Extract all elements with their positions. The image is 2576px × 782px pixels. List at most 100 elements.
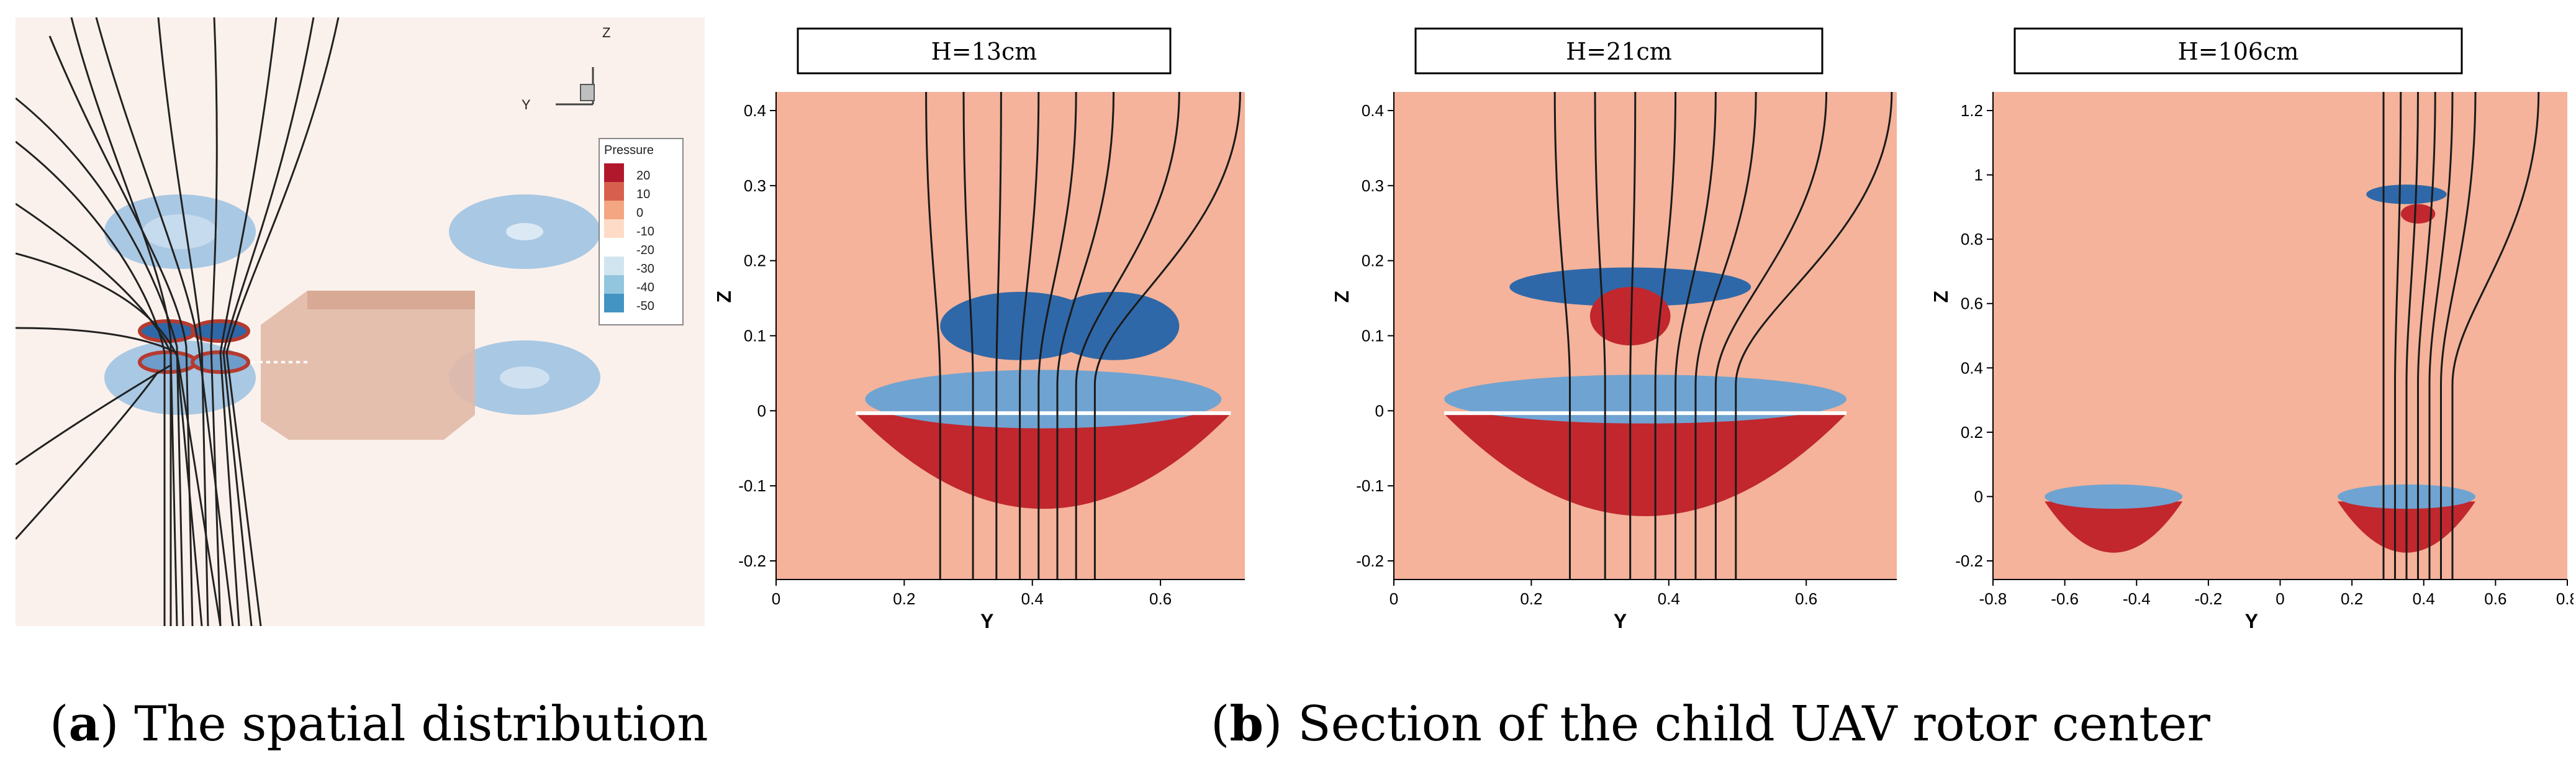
streamline	[1037, 91, 1077, 580]
legend-swatch	[604, 182, 624, 201]
streamline	[2451, 91, 2540, 580]
rotor-disc-core	[143, 214, 217, 249]
y-tick-label: 0	[757, 401, 766, 420]
y-tick-label: 0.1	[744, 327, 766, 345]
caption-a: (a) The spatial distribution	[50, 696, 708, 752]
x-tick-label: -0.6	[2051, 589, 2079, 608]
section-plot-h21: H=21cm 0 0.2 0.4 0.6 0.4 0.3 0.2 0.1 0 -0.1 -0.2 Y Z	[1331, 27, 1897, 632]
panel-b-plot-2: H=21cm 0 0.2 0.4 0.6 0.4 0.3 0.2 0.1 0 -0.1 -0.2 Y Z	[1331, 17, 1903, 645]
pressure-features	[856, 291, 1231, 509]
legend-swatch	[604, 163, 624, 182]
x-tick-label: 0.4	[1658, 589, 1680, 608]
y-tick-label: 0.4	[1961, 358, 1983, 377]
y-tick-label: 0	[1375, 401, 1384, 420]
x-tick-label: 0.4	[2413, 589, 2435, 608]
y-tick-label: 0.2	[1362, 252, 1384, 270]
caption-a-letter: a	[68, 696, 100, 752]
legend-swatch	[604, 257, 624, 275]
legend-swatch	[604, 219, 624, 238]
y-tick-label: 0	[1974, 487, 1983, 506]
x-tick-label: 0.6	[1149, 589, 1172, 608]
streamline	[2440, 91, 2477, 580]
streamline	[1075, 91, 1180, 580]
streamline	[1056, 91, 1115, 580]
legend-swatch	[604, 238, 624, 257]
x-tick-label: 0.2	[893, 589, 915, 608]
streamline	[995, 91, 1002, 580]
plot-title-box	[2013, 27, 2463, 75]
legend-swatch	[604, 201, 624, 219]
x-tick-label: -0.8	[1979, 589, 2007, 608]
x-tick-label: -0.4	[2123, 589, 2151, 608]
y-tick-label: 0.1	[1362, 327, 1384, 345]
x-tick-label: 0.8	[2556, 589, 2574, 608]
streamline	[2394, 91, 2402, 580]
y-tick-label: 0.3	[1362, 176, 1384, 195]
y-tick-label: -0.2	[1955, 552, 1983, 570]
y-axis-label: Z	[1934, 291, 1952, 303]
streamline	[1019, 91, 1040, 580]
x-tick-label: 0.4	[1021, 589, 1044, 608]
streamlines	[2382, 91, 2540, 580]
x-tick-label: 0.6	[2484, 589, 2506, 608]
streamline	[962, 91, 974, 580]
y-tick-label: 0.6	[1961, 294, 1983, 313]
y-axis-label: Z	[1335, 291, 1353, 303]
panel-a-figure: Z Y Pressure 20 10 0 -10 -20 -30 -40 -50	[14, 17, 705, 627]
streamline	[2405, 91, 2419, 580]
caption-a-text: The spatial distribution	[119, 696, 708, 752]
legend-title: Pressure	[604, 143, 654, 157]
x-tick-label: 0	[1390, 589, 1398, 608]
y-tick-label: 0.4	[744, 101, 766, 120]
y-tick-label: -0.1	[738, 476, 766, 495]
axis-y-label: Y	[522, 97, 531, 112]
legend-swatch	[604, 275, 624, 294]
y-tick-label: -0.1	[1356, 476, 1384, 495]
legend-swatch	[604, 294, 624, 312]
x-tick-label: 0.2	[1520, 589, 1542, 608]
x-axis-label: Y	[980, 610, 993, 632]
y-tick-label: 0.2	[744, 252, 766, 270]
caption-b-letter: b	[1229, 696, 1263, 752]
caption-b-text: Section of the child UAV rotor center	[1282, 696, 2210, 752]
streamline	[1714, 91, 1828, 580]
plot-title-box	[797, 27, 1172, 75]
streamlines	[1553, 91, 1893, 580]
streamline	[2428, 91, 2454, 580]
section-plot-h106: H=106cm -0.8 -0.6 -0.4 -0.2 0 0.2 0.4 0.6 0.8 1.2 1…	[1930, 27, 2576, 632]
legend-level-label: -50	[636, 299, 654, 313]
child-uav-rotors	[138, 319, 250, 374]
x-tick-label: 0.2	[2341, 589, 2363, 608]
panel-b-plot-1: H=13cm 0 0.2 0.4 0.6 0.4 0.3 0.2 0.1 0 -0.1 -0.2 Y Z	[713, 17, 1251, 645]
legend-level-label: 10	[636, 188, 650, 201]
legend-level-label: -10	[636, 225, 654, 239]
panel-b-plot-3: H=106cm -0.8 -0.6 -0.4 -0.2 0 0.2 0.4 0.6 0.8 1.2 1…	[1930, 17, 2576, 645]
section-plot-h13: H=13cm 0 0.2 0.4 0.6 0.4 0.3 0.2 0.1 0 -0.1 -0.2 Y Z	[713, 27, 1245, 632]
streamline	[1594, 91, 1606, 580]
legend-level-label: 20	[636, 169, 650, 183]
y-tick-label: 1	[1974, 166, 1983, 184]
y-axis-label: Z	[717, 291, 735, 303]
y-tick-label: 0.8	[1961, 230, 1983, 248]
x-axis-label: Y	[1614, 610, 1627, 632]
x-axis-label: Y	[2245, 610, 2258, 632]
x-tick-label: 0	[772, 589, 780, 608]
pressure-legend: Pressure 20 10 0 -10 -20 -30 -40 -50	[599, 138, 684, 325]
legend-level-label: -40	[636, 281, 654, 294]
legend-level-label: -20	[636, 243, 654, 257]
streamline	[1735, 91, 1893, 580]
y-tick-label: 0.2	[1961, 423, 1983, 442]
y-tick-label: 0.4	[1362, 101, 1384, 120]
y-tick-label: 0.3	[744, 176, 766, 195]
axis-triad: Z Y	[522, 25, 610, 112]
plot-title-box	[1414, 27, 1824, 75]
pressure-features	[1444, 267, 1846, 516]
y-tick-label: -0.2	[1356, 552, 1384, 570]
legend-level-label: 0	[636, 206, 643, 220]
streamline	[1694, 91, 1757, 580]
plot-title: H=13cm	[931, 38, 1037, 65]
x-tick-label: 0	[2275, 589, 2284, 608]
y-tick-label: 1.2	[1961, 101, 1983, 120]
streamline	[1674, 91, 1717, 580]
streamline	[925, 91, 941, 580]
